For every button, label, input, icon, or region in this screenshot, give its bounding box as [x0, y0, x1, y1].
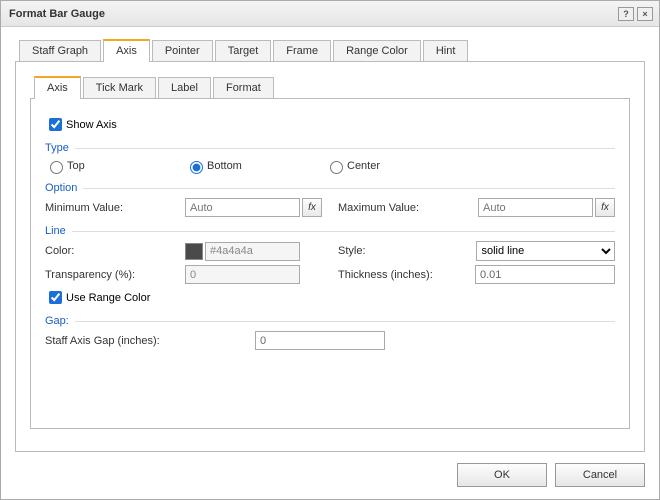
ok-button[interactable]: OK: [457, 463, 547, 487]
row-staff-gap: Staff Axis Gap (inches):: [45, 331, 615, 350]
style-select[interactable]: solid line: [476, 241, 615, 261]
group-line: Line: [45, 225, 615, 237]
row-minmax: Minimum Value: fx Maximum Value: fx: [45, 198, 615, 217]
subtab-label[interactable]: Label: [158, 77, 211, 98]
group-line-label: Line: [45, 225, 72, 237]
thick-half: Thickness (inches):: [330, 265, 615, 284]
subtab-format[interactable]: Format: [213, 77, 274, 98]
min-half: Minimum Value: fx: [45, 198, 330, 217]
dialog-window: Format Bar Gauge ? × Staff Graph Axis Po…: [0, 0, 660, 500]
staff-gap-input[interactable]: [255, 331, 385, 350]
max-half: Maximum Value: fx: [330, 198, 615, 217]
transparency-input[interactable]: [185, 265, 300, 284]
min-value-input[interactable]: [185, 198, 300, 217]
tab-hint[interactable]: Hint: [423, 40, 469, 61]
window-title: Format Bar Gauge: [9, 8, 615, 20]
group-gap-label: Gap:: [45, 315, 75, 327]
staff-gap-label: Staff Axis Gap (inches):: [45, 335, 255, 347]
tab-axis[interactable]: Axis: [103, 39, 150, 62]
outer-tab-panel: Axis Tick Mark Label Format Show Axis Ty…: [15, 62, 645, 452]
color-swatch[interactable]: [185, 243, 203, 260]
thickness-input[interactable]: [475, 265, 615, 284]
radio-bottom-wrap[interactable]: Bottom: [185, 158, 325, 174]
help-button[interactable]: ?: [618, 7, 634, 21]
use-range-color-checkbox[interactable]: [49, 291, 62, 304]
tab-frame[interactable]: Frame: [273, 40, 331, 61]
tab-staff-graph[interactable]: Staff Graph: [19, 40, 101, 61]
row-show-axis: Show Axis: [45, 115, 615, 134]
footer: OK Cancel: [1, 455, 659, 499]
group-type: Type: [45, 142, 615, 154]
row-color-style: Color: Style: solid line: [45, 241, 615, 261]
radio-top-wrap[interactable]: Top: [45, 158, 185, 174]
trans-half: Transparency (%):: [45, 265, 330, 284]
group-option: Option: [45, 182, 615, 194]
max-value-input[interactable]: [478, 198, 593, 217]
radio-top-label: Top: [67, 160, 85, 172]
content-area: Staff Graph Axis Pointer Target Frame Ra…: [1, 27, 659, 455]
tab-pointer[interactable]: Pointer: [152, 40, 213, 61]
row-trans-thick: Transparency (%): Thickness (inches):: [45, 265, 615, 284]
use-range-color-label: Use Range Color: [66, 292, 150, 304]
style-half: Style: solid line: [330, 241, 615, 261]
transparency-label: Transparency (%):: [45, 269, 185, 281]
max-fx-button[interactable]: fx: [595, 198, 615, 217]
close-button[interactable]: ×: [637, 7, 653, 21]
style-label: Style:: [338, 245, 476, 257]
radio-center-label: Center: [347, 160, 380, 172]
radio-bottom[interactable]: [190, 161, 203, 174]
inner-tabstrip: Axis Tick Mark Label Format: [30, 76, 630, 99]
show-axis-label: Show Axis: [66, 119, 117, 131]
inner-tab-panel: Show Axis Type Top Bottom Center: [30, 99, 630, 429]
radio-top[interactable]: [50, 161, 63, 174]
min-fx-button[interactable]: fx: [302, 198, 322, 217]
titlebar: Format Bar Gauge ? ×: [1, 1, 659, 27]
max-label: Maximum Value:: [338, 202, 478, 214]
color-label: Color:: [45, 245, 185, 257]
color-half: Color:: [45, 242, 330, 261]
group-type-label: Type: [45, 142, 75, 154]
group-option-label: Option: [45, 182, 83, 194]
group-gap: Gap:: [45, 315, 615, 327]
color-value-input[interactable]: [205, 242, 300, 261]
min-label: Minimum Value:: [45, 202, 185, 214]
subtab-tick-mark[interactable]: Tick Mark: [83, 77, 156, 98]
radio-center-wrap[interactable]: Center: [325, 158, 465, 174]
outer-tabstrip: Staff Graph Axis Pointer Target Frame Ra…: [15, 39, 645, 62]
cancel-button[interactable]: Cancel: [555, 463, 645, 487]
show-axis-checkbox[interactable]: [49, 118, 62, 131]
tab-range-color[interactable]: Range Color: [333, 40, 421, 61]
row-use-range-color: Use Range Color: [45, 288, 615, 307]
thickness-label: Thickness (inches):: [338, 269, 475, 281]
radio-bottom-label: Bottom: [207, 160, 242, 172]
radio-center[interactable]: [330, 161, 343, 174]
subtab-axis[interactable]: Axis: [34, 76, 81, 99]
type-radios: Top Bottom Center: [45, 158, 615, 174]
tab-target[interactable]: Target: [215, 40, 272, 61]
